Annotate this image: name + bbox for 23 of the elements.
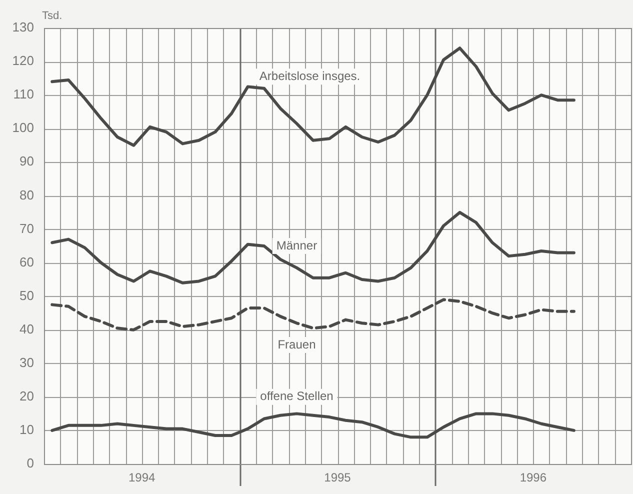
y-tick-label: 60 xyxy=(20,254,34,270)
y-tick-label: 120 xyxy=(12,53,34,68)
y-tick-label: 90 xyxy=(20,154,34,169)
y-axis-title: Tsd. xyxy=(42,10,62,22)
y-tick-label: 40 xyxy=(20,321,34,336)
y-tick-label: 110 xyxy=(13,86,34,102)
y-tick-label: 30 xyxy=(20,354,34,370)
y-tick-label: 70 xyxy=(20,220,34,236)
series-label: Arbeitslose insges. xyxy=(259,68,360,83)
x-tick-label: 1994 xyxy=(128,470,156,484)
x-tick-label: 1996 xyxy=(520,470,547,484)
y-tick-label: 20 xyxy=(20,388,34,404)
y-tick-label: 50 xyxy=(20,288,34,303)
line-series xyxy=(50,298,576,332)
y-tick-label: 100 xyxy=(12,120,34,136)
y-tick-label: 80 xyxy=(20,187,34,202)
y-tick-label: 130 xyxy=(12,20,34,35)
x-tick-label: 1995 xyxy=(324,470,352,484)
y-tick-label: 0 xyxy=(26,456,34,471)
series-label: Männer xyxy=(276,238,318,252)
series-label: offene Stellen xyxy=(260,389,334,404)
y-tick-label: 10 xyxy=(20,422,34,438)
series-label: Frauen xyxy=(278,337,316,352)
